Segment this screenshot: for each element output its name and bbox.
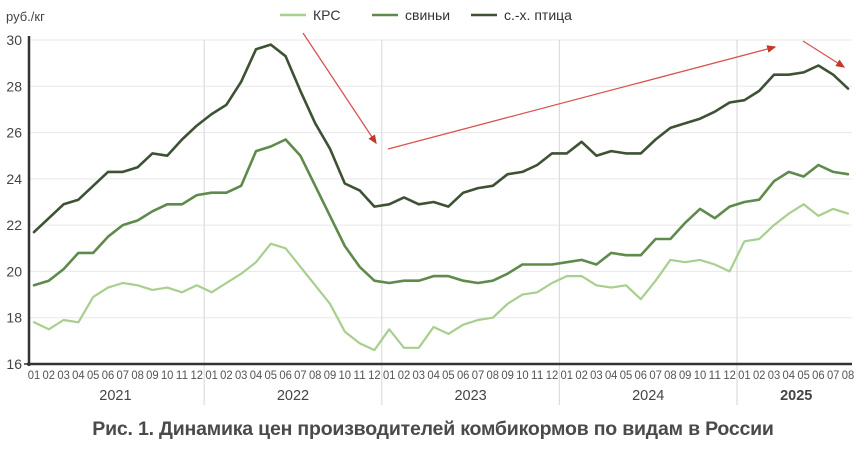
series-line-krs: [32, 203, 850, 352]
x-month-label: 11: [176, 370, 189, 382]
x-month-label: 03: [768, 370, 781, 382]
x-month-label: 07: [117, 370, 130, 382]
trend-arrows: [302, 32, 846, 150]
x-month-label: 06: [102, 370, 115, 382]
legend-label-poultry: с.-х. птица: [504, 7, 572, 23]
x-month-label: 05: [620, 370, 633, 382]
y-tick-label: 18: [6, 310, 22, 326]
x-month-label: 12: [368, 370, 381, 382]
x-month-label: 02: [575, 370, 588, 382]
x-month-label: 11: [531, 370, 544, 382]
x-month-label: 01: [205, 370, 218, 382]
x-month-label: 06: [812, 370, 825, 382]
x-month-label: 01: [561, 370, 574, 382]
x-month-label: 12: [723, 370, 736, 382]
x-month-label: 02: [753, 370, 766, 382]
y-tick-label: 16: [6, 356, 22, 372]
x-month-label: 07: [472, 370, 485, 382]
x-month-label: 01: [738, 370, 751, 382]
trend-arrow-icon: [802, 40, 846, 68]
y-tick-label: 26: [6, 125, 22, 141]
trend-arrow-icon: [387, 45, 777, 150]
x-month-label: 06: [279, 370, 292, 382]
y-tick-label: 24: [6, 171, 22, 187]
gridlines: [29, 39, 852, 319]
legend-label-krs: КРС: [313, 7, 340, 23]
x-month-label: 07: [649, 370, 662, 382]
x-month-label: 07: [294, 370, 307, 382]
x-month-label: 01: [28, 370, 41, 382]
x-year-label: 2023: [454, 388, 486, 404]
x-month-label: 02: [398, 370, 411, 382]
x-month-label: 02: [220, 370, 233, 382]
x-month-label: 04: [250, 370, 263, 382]
x-month-label: 03: [590, 370, 603, 382]
x-month-label: 08: [842, 370, 855, 382]
x-month-label: 09: [146, 370, 159, 382]
x-month-label: 11: [353, 370, 366, 382]
x-month-label: 10: [694, 370, 707, 382]
legend-label-pigs: свиньи: [405, 7, 450, 23]
x-year-label: 2021: [99, 388, 131, 404]
legend: КРС свиньи с.-х. птица: [280, 7, 572, 23]
x-month-label: 05: [442, 370, 455, 382]
x-month-label: 06: [635, 370, 648, 382]
x-axis: 01 02 03 04 05 06 07 08 09 10 11 12 01 02 03 04 05 06 07 08…: [27, 362, 855, 404]
x-month-label: 05: [87, 370, 100, 382]
x-month-label: 08: [664, 370, 677, 382]
x-month-label: 02: [43, 370, 56, 382]
x-month-label: 03: [57, 370, 70, 382]
x-month-label: 09: [679, 370, 692, 382]
x-month-label: 05: [265, 370, 278, 382]
y-tick-label: 22: [6, 217, 22, 233]
x-month-label: 10: [339, 370, 352, 382]
x-year-label: 2025: [780, 388, 812, 404]
x-month-label: 06: [457, 370, 470, 382]
trend-arrow-icon: [302, 32, 377, 145]
y-tick-label: 30: [6, 32, 22, 48]
x-month-label: 01: [383, 370, 396, 382]
y-axis-unit-label: руб./кг: [6, 9, 45, 24]
x-month-label: 04: [783, 370, 796, 382]
x-month-label: 09: [501, 370, 514, 382]
series-line-poultry: [32, 43, 850, 234]
series-line-pigs: [32, 138, 850, 287]
x-month-label: 08: [487, 370, 500, 382]
x-month-label: 12: [191, 370, 204, 382]
x-month-label: 08: [309, 370, 322, 382]
x-month-label: 04: [72, 370, 85, 382]
x-month-label: 07: [827, 370, 840, 382]
x-month-label: 05: [797, 370, 810, 382]
x-month-label: 12: [546, 370, 559, 382]
y-axis: 16 18 20 22 24 26 28 30: [6, 32, 31, 372]
x-month-label: 04: [427, 370, 440, 382]
x-month-label: 10: [161, 370, 174, 382]
x-year-label: 2022: [277, 388, 309, 404]
x-month-label: 03: [413, 370, 426, 382]
x-month-label: 09: [324, 370, 337, 382]
x-month-label: 08: [131, 370, 144, 382]
x-month-label: 03: [235, 370, 248, 382]
x-month-label: 11: [709, 370, 722, 382]
y-tick-label: 28: [6, 78, 22, 94]
y-tick-label: 20: [6, 263, 22, 279]
x-month-label: 04: [605, 370, 618, 382]
figure-caption: Рис. 1. Динамика цен производителей комб…: [92, 418, 774, 440]
x-month-label: 10: [516, 370, 529, 382]
year-separators: [203, 40, 738, 405]
series-lines: [32, 43, 850, 352]
x-year-label: 2024: [632, 388, 664, 404]
